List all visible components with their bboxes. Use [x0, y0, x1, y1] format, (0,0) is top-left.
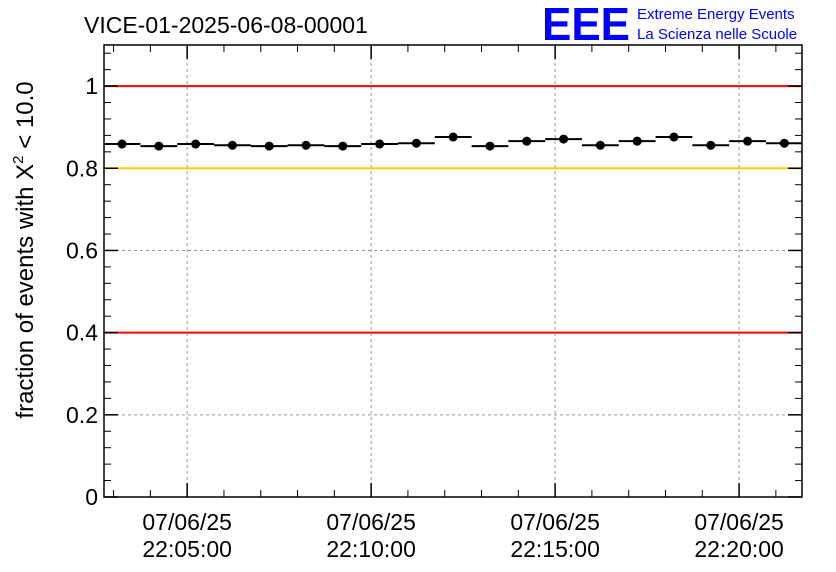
data-point [743, 136, 753, 146]
x-tick-time: 22:15:00 [510, 536, 600, 562]
y-axis-label: fraction of events with X2 < 10.0 [10, 81, 39, 418]
y-axis-label-sup: 2 [10, 155, 27, 163]
data-point [706, 140, 716, 150]
logo-mark: EEE [542, 0, 630, 50]
data-point [154, 141, 164, 151]
data-point [411, 138, 421, 148]
reference-lines [104, 85, 802, 334]
y-tick-label: 0.2 [66, 402, 98, 428]
data-point [191, 139, 201, 149]
x-tick-time: 22:05:00 [142, 536, 232, 562]
data-point [485, 141, 495, 151]
data-point [375, 139, 385, 149]
x-tick-date: 07/06/25 [510, 509, 600, 535]
data-point [338, 141, 348, 151]
data-point [117, 139, 127, 149]
data-point [669, 132, 679, 142]
data-point [632, 136, 642, 146]
data-point [595, 140, 605, 150]
data-point [301, 140, 311, 150]
x-tick-date: 07/06/25 [326, 509, 416, 535]
data-points [104, 132, 802, 151]
data-point [779, 138, 789, 148]
x-tick-time: 22:20:00 [694, 536, 784, 562]
y-tick-label: 0.4 [66, 320, 98, 346]
data-point [559, 134, 569, 144]
eee-logo: EEE Extreme Energy Events La Scienza nel… [542, 0, 797, 50]
x-tick-date: 07/06/25 [142, 509, 232, 535]
plot-frame [103, 44, 803, 498]
data-point [227, 140, 237, 150]
y-tick-label: 0.8 [66, 155, 98, 181]
x-tick-time: 22:10:00 [326, 536, 416, 562]
logo-line1: Extreme Energy Events [637, 6, 795, 23]
y-tick-label: 0.6 [66, 237, 98, 263]
data-point [522, 136, 532, 146]
axes: 00.20.40.60.8107/06/2522:05:0007/06/2522… [66, 45, 802, 562]
grid [104, 45, 802, 497]
data-point [448, 132, 458, 142]
y-axis-label-suffix: < 10.0 [12, 81, 39, 155]
x-tick-date: 07/06/25 [694, 509, 784, 535]
y-tick-label: 1 [85, 73, 98, 99]
y-tick-label: 0 [85, 484, 98, 510]
logo-line2: La Scienza nelle Scuole [637, 26, 797, 43]
chart-title: VICE-01-2025-06-08-00001 [84, 12, 368, 38]
y-axis-label-main: fraction of events with X [12, 164, 39, 419]
data-point [264, 141, 274, 151]
